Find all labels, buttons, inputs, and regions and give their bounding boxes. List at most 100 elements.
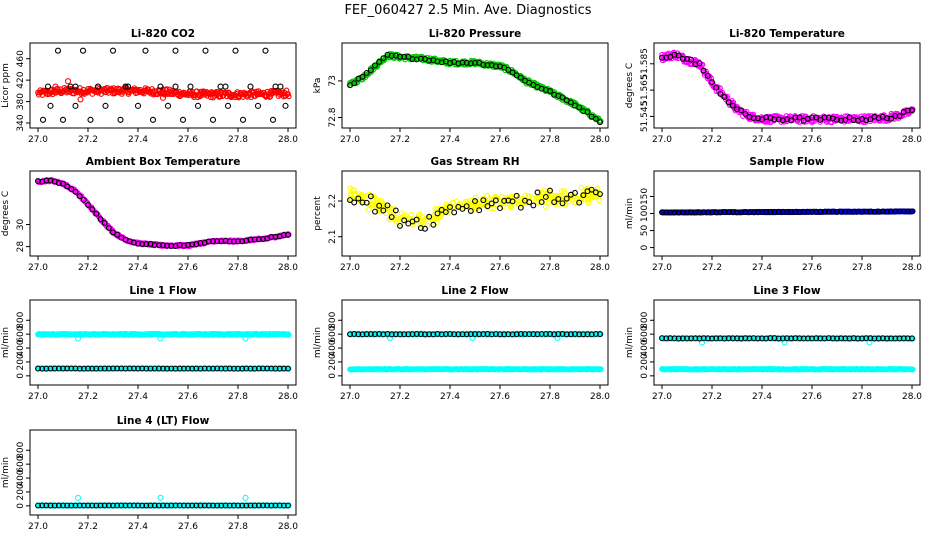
- data-point: [122, 83, 129, 90]
- data-point: [269, 116, 277, 123]
- data-point: [763, 114, 770, 121]
- data-point: [766, 113, 773, 120]
- data-point: [576, 104, 583, 111]
- data-point: [52, 83, 59, 90]
- data-point: [388, 52, 395, 59]
- data-point: [272, 83, 279, 90]
- x-tick-label: 27.8: [228, 522, 248, 532]
- x-tick-label: 27.2: [78, 263, 98, 273]
- x-tick-label: 28.0: [278, 522, 298, 532]
- data-point: [738, 107, 745, 114]
- data-point: [109, 47, 117, 54]
- x-tick-label: 27.4: [128, 135, 148, 145]
- data-point: [896, 113, 903, 120]
- x-tick-label: 27.8: [540, 392, 560, 402]
- plot-frame: [29, 429, 297, 516]
- data-point: [684, 56, 690, 62]
- x-tick-label: 27.8: [540, 135, 560, 145]
- x-tick-label: 27.0: [652, 263, 672, 273]
- y-tick-label: 100: [640, 205, 650, 222]
- x-tick-label: 27.6: [802, 263, 822, 273]
- data-point: [239, 116, 247, 123]
- x-tick-label: 28.0: [278, 135, 298, 145]
- data-point: [904, 107, 911, 114]
- y-tick-label: 50: [640, 225, 650, 237]
- data-point: [817, 116, 824, 123]
- data-point: [842, 116, 849, 123]
- data-point: [850, 117, 857, 124]
- series-2-5-min-avg: [35, 177, 291, 249]
- x-tick-label: 27.0: [28, 522, 48, 532]
- x-tick-label: 27.6: [490, 392, 510, 402]
- y-tick-label: 150: [640, 188, 650, 205]
- data-point: [888, 115, 895, 122]
- chart-title: Line 3 Flow: [753, 285, 820, 297]
- data-point: [742, 110, 749, 117]
- data-point: [102, 102, 109, 109]
- y-tick-label: 30: [16, 219, 26, 231]
- data-point: [430, 221, 437, 228]
- data-point: [484, 62, 491, 69]
- x-tick-label: 27.6: [178, 522, 198, 532]
- x-tick-label: 27.6: [178, 263, 198, 273]
- data-point: [117, 116, 124, 123]
- x-tick-label: 27.0: [340, 392, 360, 402]
- x-tick-label: 27.8: [852, 135, 872, 145]
- data-point: [722, 93, 729, 100]
- chart-title: Ambient Box Temperature: [86, 156, 241, 168]
- x-tick-label: 27.2: [702, 392, 722, 402]
- data-point: [467, 60, 474, 67]
- plot-frame: [29, 299, 297, 386]
- x-tick-label: 27.2: [78, 135, 98, 145]
- chart-title: Gas Stream RH: [430, 156, 519, 168]
- y-tick-label: 800: [16, 441, 26, 458]
- data-point: [44, 83, 52, 90]
- y-axis-label: kPa: [313, 78, 323, 94]
- data-point: [426, 213, 433, 220]
- y-tick-label: 73: [328, 75, 338, 86]
- plot-frame: [341, 42, 609, 129]
- data-point: [724, 93, 731, 100]
- x-tick-label: 27.8: [852, 263, 872, 273]
- data-point: [671, 51, 678, 58]
- data-point: [696, 60, 703, 67]
- x-tick-label: 27.4: [752, 135, 772, 145]
- series-2-5-min-avg: [39, 47, 289, 123]
- x-tick-label: 27.4: [128, 522, 148, 532]
- x-tick-label: 27.6: [178, 392, 198, 402]
- data-point: [505, 66, 512, 73]
- data-point: [72, 83, 79, 90]
- data-point: [771, 116, 778, 123]
- data-point: [254, 102, 262, 109]
- data-point: [217, 83, 224, 90]
- data-point: [463, 59, 470, 66]
- data-point: [376, 58, 383, 65]
- data-point: [578, 184, 585, 191]
- series-raw-low: [659, 366, 916, 373]
- data-point: [704, 72, 711, 79]
- data-point: [266, 94, 273, 100]
- data-point: [94, 83, 102, 90]
- data-point: [149, 116, 157, 123]
- data-point: [72, 102, 79, 109]
- data-point: [821, 114, 828, 121]
- data-point: [517, 74, 524, 81]
- data-point: [209, 116, 217, 123]
- data-point: [663, 54, 670, 61]
- data-point: [367, 67, 374, 74]
- data-point: [597, 118, 604, 125]
- x-tick-label: 27.8: [228, 392, 248, 402]
- y-tick-label: 340: [16, 114, 26, 131]
- y-tick-label: 0: [16, 503, 26, 509]
- data-point: [124, 83, 132, 90]
- x-tick-label: 28.0: [278, 263, 298, 273]
- x-tick-label: 27.0: [652, 135, 672, 145]
- data-point: [409, 56, 416, 63]
- data-point: [567, 99, 574, 106]
- x-tick-label: 27.4: [440, 392, 460, 402]
- x-tick-label: 27.6: [178, 135, 198, 145]
- chart-title: Line 4 (LT) Flow: [117, 415, 210, 427]
